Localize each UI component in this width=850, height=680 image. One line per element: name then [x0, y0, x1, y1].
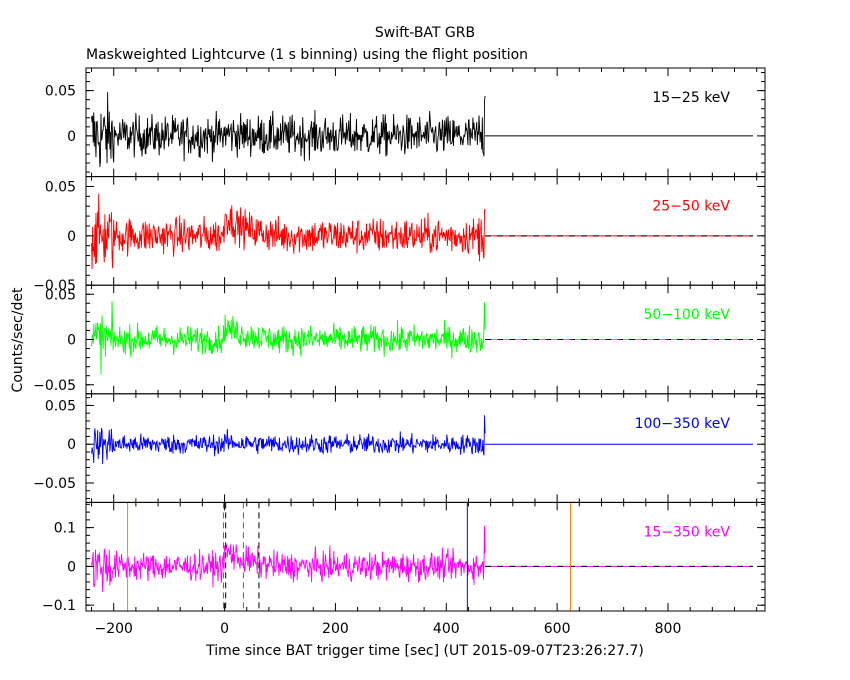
panel-frame-4	[85, 501, 766, 612]
x-tick-label-4: 600	[544, 621, 571, 637]
panel-2-ytick-label-0: −0.05	[33, 378, 76, 394]
panel-3-ytick-label-1: 0	[67, 437, 76, 453]
panel-0-ytick-label-1: 0.05	[45, 84, 76, 100]
panel-4-ytick-label-1: 0	[67, 559, 76, 575]
panel-1-ytick-label-2: 0.05	[45, 179, 76, 195]
x-tick-label-5: 800	[655, 621, 682, 637]
series-4-trace	[91, 525, 486, 592]
chart-subtitle: Maskweighted Lightcurve (1 s binning) us…	[86, 47, 528, 63]
panel-4: −0.1 0 0.1 15−350 keV	[42, 501, 766, 614]
panel-4-ytick-label-0: −0.1	[42, 598, 76, 614]
series-3-label: 100−350 keV	[635, 416, 731, 432]
panel-1: −0.05 0 0.05 25−50 keV	[33, 176, 766, 294]
series-1-trace	[91, 193, 486, 270]
chart-title: Swift-BAT GRB	[375, 25, 475, 41]
panel-3: −0.05 0 0.05 100−350 keV	[33, 393, 766, 503]
series-2-label: 50−100 keV	[643, 307, 730, 323]
x-tick-label-2: 200	[322, 621, 349, 637]
x-axis-label: Time since BAT trigger time [sec] (UT 20…	[205, 643, 644, 659]
y-axis-label: Counts/sec/det	[10, 287, 26, 392]
x-tick-label-1: 0	[220, 621, 229, 637]
series-3-trace	[91, 415, 486, 465]
series-0-label: 15−25 keV	[652, 90, 730, 106]
x-tick-label-0: −200	[94, 621, 132, 637]
panel-3-ytick-label-0: −0.05	[33, 476, 76, 492]
series-1-label: 25−50 keV	[652, 199, 730, 215]
series-4-label: 15−350 keV	[643, 524, 730, 540]
panel-1-ytick-label-0: −0.05	[33, 278, 76, 294]
panel-2-ytick-label-1: 0	[67, 333, 76, 349]
x-tick-label-3: 400	[433, 621, 460, 637]
panel-0-ytick-label-0: 0	[67, 129, 76, 145]
series-0-trace	[91, 92, 486, 168]
panel-3-ytick-label-2: 0.05	[45, 398, 76, 414]
panel-2: −0.05 0 0.05 50−100 keV	[33, 284, 766, 395]
series-2-trace	[91, 301, 486, 375]
panel-0: 0 0.05 15−25 keV	[45, 67, 766, 178]
panel-4-ytick-label-2: 0.1	[54, 521, 76, 537]
panel-1-ytick-label-1: 0	[67, 229, 76, 245]
panel-2-ytick-label-2: 0.05	[45, 287, 76, 303]
